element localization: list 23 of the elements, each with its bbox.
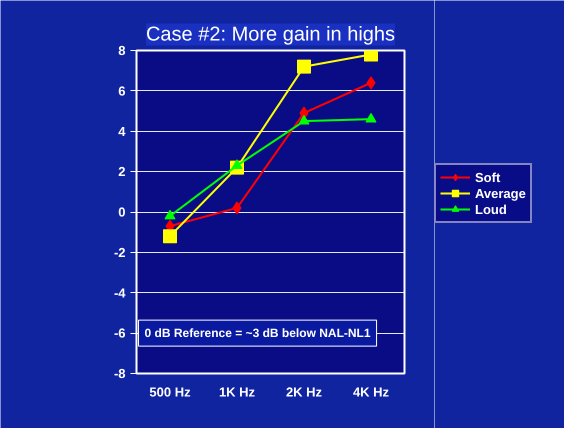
y-tick-label: -4: [114, 285, 126, 300]
y-tick-label: -6: [114, 326, 126, 341]
x-tick-label: 4K Hz: [352, 384, 390, 400]
point: [366, 112, 376, 123]
point: [163, 229, 177, 244]
chart-title: Case #2: More gain in highs: [146, 24, 396, 46]
legend-label: Loud: [475, 201, 507, 217]
x-tick-label: 2K Hz: [286, 384, 323, 400]
annotation: 0 dB Reference = ~3 dB below NAL-NL1: [144, 326, 371, 340]
y-tick-label: 8: [118, 43, 126, 58]
y-tick-label: 2: [118, 164, 126, 180]
x-tick-label: 500 Hz: [149, 384, 192, 400]
legend-label: Soft: [475, 169, 500, 185]
point: [164, 210, 176, 220]
y-tick-label: 6: [118, 83, 126, 98]
y-tick-label: -2: [114, 244, 126, 260]
y-tick-label: 4: [118, 124, 126, 139]
x-tick-label: 1K Hz: [218, 384, 256, 400]
legend-label: Average: [475, 185, 526, 201]
y-tick-label: -8: [114, 366, 126, 381]
point: [298, 114, 310, 125]
y-tick-label: 0: [118, 204, 126, 220]
point: [297, 60, 311, 74]
